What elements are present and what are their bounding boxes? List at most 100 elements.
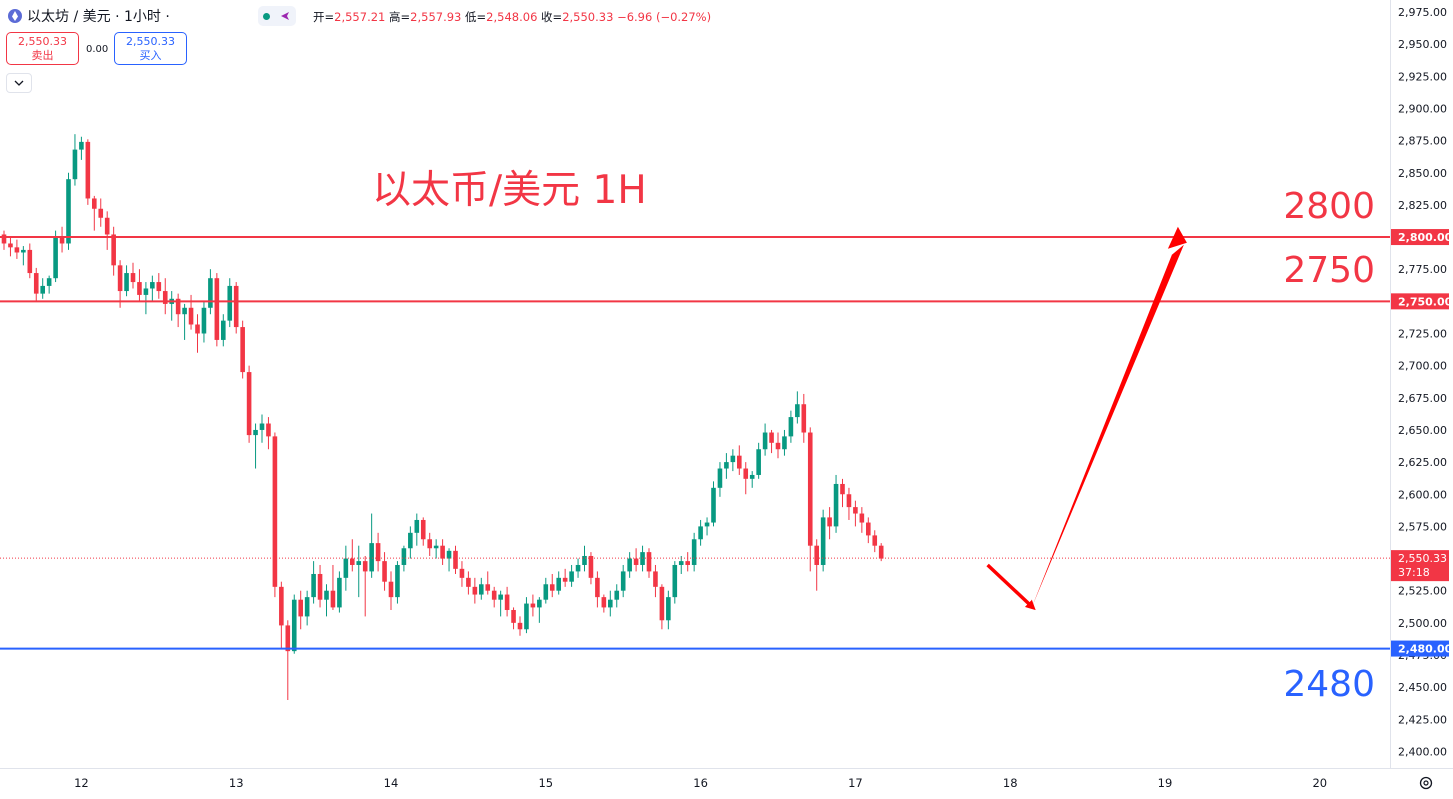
price-tick-label: 2,425.00: [1398, 713, 1447, 726]
candle: [691, 532, 697, 572]
candle-body: [659, 586, 665, 621]
settings-icon[interactable]: [1419, 776, 1433, 790]
time-axis[interactable]: 12 13 14 15 16 17 18 19 20: [74, 776, 1327, 790]
candle: [795, 391, 800, 424]
candle-body: [433, 545, 439, 549]
candle: [85, 139, 91, 205]
candle: [737, 445, 742, 475]
candle-body: [33, 273, 39, 294]
candle-body: [156, 282, 162, 292]
candle: [221, 314, 226, 347]
candle: [749, 471, 755, 488]
candle: [685, 552, 690, 572]
candle-body: [420, 519, 426, 540]
candle: [66, 172, 71, 250]
candle-body: [556, 577, 561, 591]
candle-body: [814, 545, 819, 565]
candle: [27, 243, 33, 279]
candle-body: [562, 577, 568, 582]
candle-body: [324, 590, 329, 600]
symbol-title[interactable]: 以太坊 / 美元 · 1小时 ·: [27, 9, 170, 25]
candle-body: [124, 273, 129, 292]
buy-button[interactable]: 2,550.33 买入: [114, 32, 187, 65]
candle-body: [291, 599, 297, 652]
candle-body: [620, 571, 626, 591]
sell-price: 2,550.33: [18, 35, 67, 48]
candle-body: [582, 555, 587, 565]
candle-body: [459, 568, 465, 578]
candle-body: [369, 543, 374, 572]
candle-body: [130, 273, 136, 283]
candle-body: [653, 571, 658, 587]
candle: [156, 273, 162, 299]
symbol-header[interactable]: 以太坊 / 美元 · 1小时 ·: [8, 6, 170, 26]
candle: [627, 552, 632, 578]
candle-body: [350, 558, 355, 565]
candle-body: [414, 519, 420, 533]
candle: [672, 561, 678, 604]
indicator-pill[interactable]: [258, 6, 296, 26]
candle: [549, 573, 555, 598]
candle-body: [111, 234, 116, 266]
candle: [388, 571, 394, 610]
price-tick-label: 2,925.00: [1398, 70, 1447, 83]
badge-bg: [1391, 229, 1449, 246]
sell-button[interactable]: 2,550.33 卖出: [6, 32, 79, 65]
candle: [814, 539, 819, 591]
badge-label: 2,480.00: [1398, 643, 1453, 656]
price-axis-badge: 2,800.00: [1391, 229, 1453, 246]
candle: [479, 577, 484, 600]
candle: [272, 432, 278, 598]
countdown-label: 37:18: [1398, 566, 1430, 579]
candle-body: [408, 532, 413, 549]
price-tick-label: 2,525.00: [1398, 585, 1447, 598]
candle: [608, 590, 613, 617]
open-value: 2,557.21: [334, 10, 386, 24]
candle-body: [259, 423, 265, 430]
candle: [504, 586, 510, 617]
candle-body: [853, 507, 858, 514]
candle-body: [775, 442, 781, 450]
candle-body: [298, 599, 303, 617]
candle: [266, 417, 271, 450]
candle: [666, 590, 671, 630]
candle: [601, 594, 607, 613]
high-value: 2,557.93: [410, 10, 462, 24]
candle-body: [743, 468, 749, 479]
candle: [395, 561, 400, 604]
candle: [756, 442, 761, 479]
candle-body: [485, 584, 491, 591]
candle: [330, 564, 336, 610]
candle-body: [691, 539, 697, 565]
candle-body: [614, 590, 620, 600]
candle: [324, 584, 329, 617]
ethereum-icon: [8, 9, 22, 23]
candle-body: [227, 285, 233, 321]
candle: [356, 545, 362, 598]
candle-body: [59, 237, 65, 244]
candle-body: [8, 243, 13, 248]
indicator-icon[interactable]: [279, 10, 291, 22]
candle-body: [498, 594, 503, 600]
horizontal-levels: [0, 236, 1390, 650]
candle-body: [1, 234, 7, 244]
badge-label: 2,750.00: [1398, 295, 1453, 308]
candle: [872, 530, 878, 553]
candle-body: [878, 545, 884, 559]
candle: [459, 561, 465, 587]
candle: [111, 226, 116, 276]
candle-body: [672, 564, 678, 598]
price-axis-badge: 2,750.00: [1391, 293, 1453, 310]
candle: [117, 260, 123, 308]
candle: [214, 273, 220, 347]
price-tick-label: 2,825.00: [1398, 199, 1447, 212]
candle: [866, 517, 871, 544]
candle: [79, 136, 84, 160]
candle: [511, 607, 516, 630]
candle: [414, 513, 420, 546]
candle: [801, 393, 807, 443]
collapse-legend-button[interactable]: [6, 73, 32, 93]
